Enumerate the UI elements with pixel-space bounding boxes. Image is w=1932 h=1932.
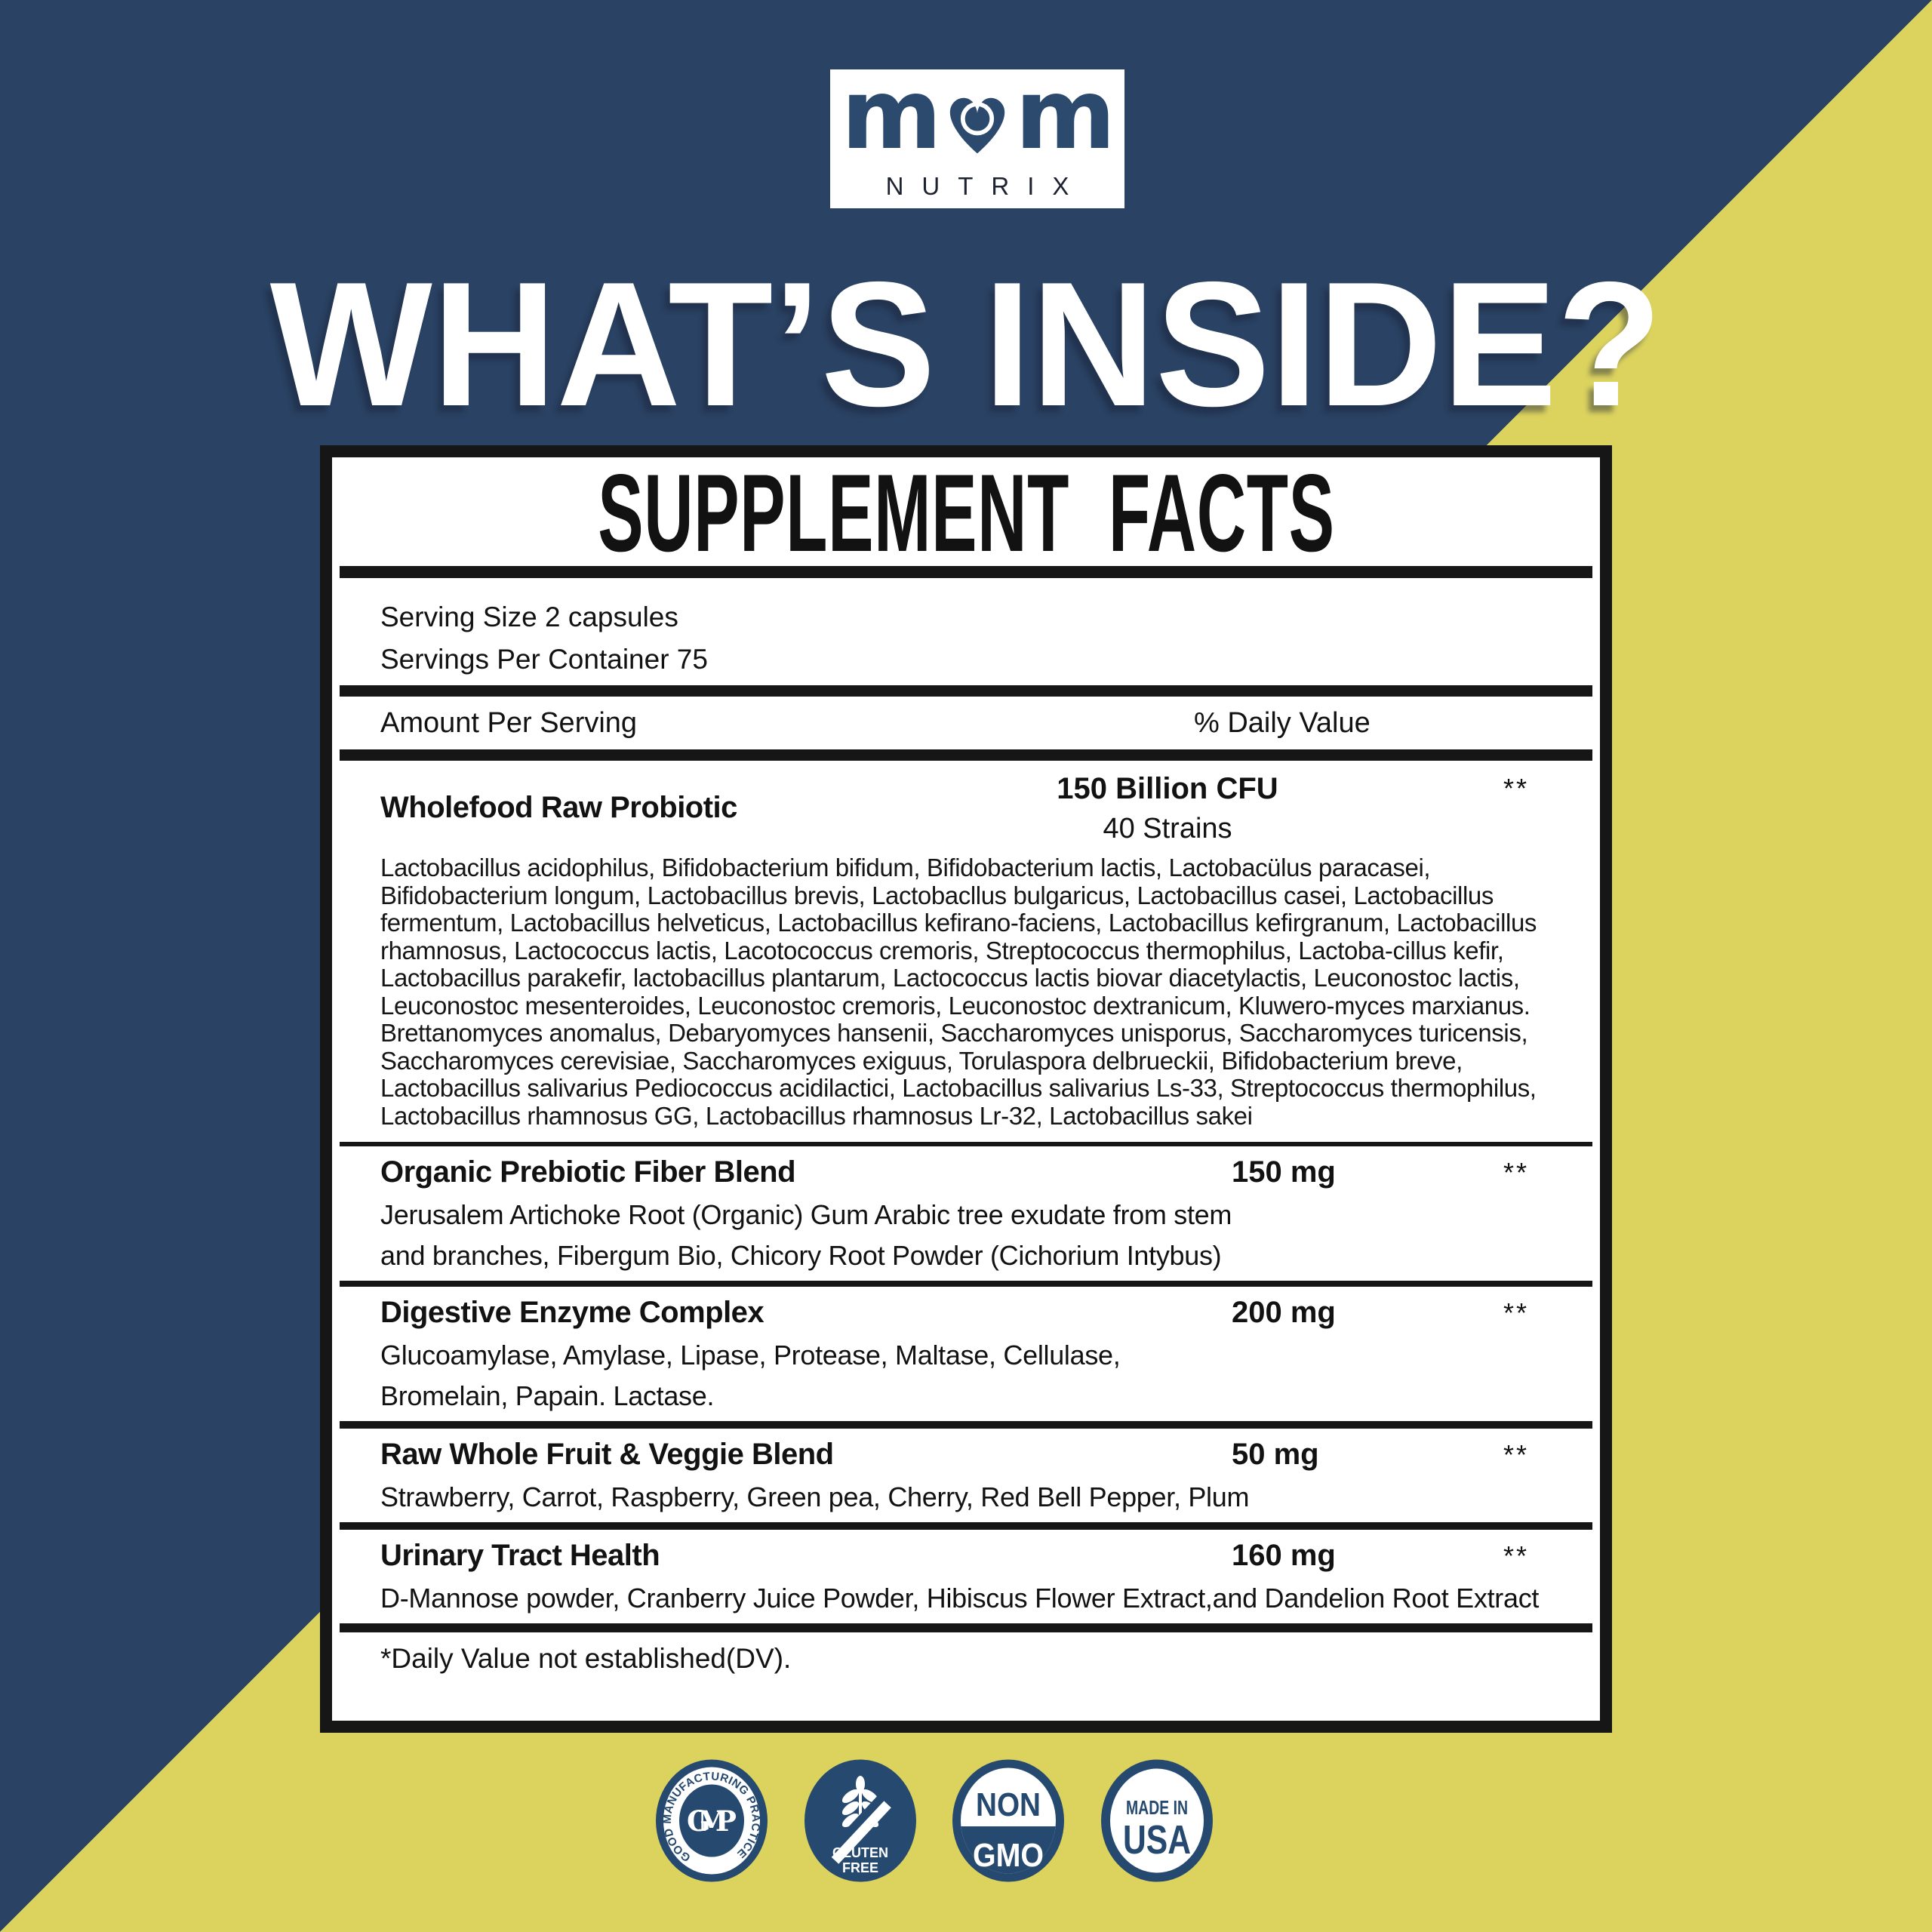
description-line: and branches, Fibergum Bio, Chicory Root… xyxy=(380,1240,1222,1271)
amount-subvalue: 40 Strains xyxy=(1103,813,1232,844)
daily-value: ** xyxy=(1503,773,1530,804)
description-line: Bromelain, Papain. Lactase. xyxy=(380,1380,715,1411)
ingredient-name: Digestive Enzyme Complex xyxy=(380,1296,764,1329)
divider xyxy=(340,1281,1592,1287)
ingredient-name: Wholefood Raw Probiotic xyxy=(380,791,737,824)
logo-letter-m: m xyxy=(841,59,942,171)
ingredient-amount: 150 mg xyxy=(1232,1155,1336,1189)
logo-brand-text: NUTRIX xyxy=(885,172,1088,200)
ingredient-description: Strawberry, Carrot, Raspberry, Green pea… xyxy=(332,1471,1600,1522)
heart-icon xyxy=(949,97,1005,154)
certification-badges: GOOD MANUFACTURING PRACTICE GMP GLUTEN F… xyxy=(655,1757,1214,1884)
divider xyxy=(340,566,1592,578)
ingredient-row-urinary: Urinary Tract Health 160 mg ** xyxy=(332,1530,1600,1572)
daily-value: ** xyxy=(1503,1157,1530,1188)
ingredient-name: Urinary Tract Health xyxy=(380,1539,660,1572)
gmp-center-text: GMP xyxy=(687,1804,737,1838)
description-line: Glucoamylase, Amylase, Lipase, Protease,… xyxy=(380,1340,1121,1371)
description-line: D-Mannose powder, Cranberry Juice Powder… xyxy=(380,1583,1540,1614)
ingredient-row-enzymes: Digestive Enzyme Complex 200 mg ** xyxy=(332,1287,1600,1329)
gmo-text: GMO xyxy=(973,1837,1044,1874)
col-amount-per-serving: Amount Per Serving xyxy=(380,707,638,739)
supplement-facts-panel: SUPPLEMENT FACTS Serving Size 2 capsules… xyxy=(320,445,1612,1733)
ingredient-amount: 160 mg xyxy=(1232,1539,1336,1572)
daily-value: ** xyxy=(1503,1297,1530,1328)
made-in-text: MADE IN xyxy=(1126,1796,1188,1819)
servings-per-container: Servings Per Container 75 xyxy=(380,644,708,675)
daily-value: ** xyxy=(1503,1540,1530,1571)
logo-letter-m: m xyxy=(1015,59,1115,171)
ingredient-name: Raw Whole Fruit & Veggie Blend xyxy=(380,1438,834,1471)
divider xyxy=(340,685,1592,697)
ingredient-amount: 200 mg xyxy=(1232,1296,1336,1329)
ingredient-row-probiotic: Wholefood Raw Probiotic 150 Billion CFU … xyxy=(332,761,1600,845)
usa-text: USA xyxy=(1123,1817,1191,1863)
divider xyxy=(340,1522,1592,1530)
ingredient-row-fruit-veggie: Raw Whole Fruit & Veggie Blend 50 mg ** xyxy=(332,1429,1600,1471)
page-title: WHAT’S INSIDE? xyxy=(269,245,1663,443)
ingredient-description: Glucoamylase, Amylase, Lipase, Protease,… xyxy=(332,1329,1600,1421)
probiotic-strains-list: Lactobacillus acidophilus, Bifidobacteri… xyxy=(380,854,1537,1130)
gmp-badge-icon: GOOD MANUFACTURING PRACTICE GMP xyxy=(656,1759,768,1881)
description-line: Strawberry, Carrot, Raspberry, Green pea… xyxy=(380,1481,1250,1512)
description-line: Jerusalem Artichoke Root (Organic) Gum A… xyxy=(380,1199,1232,1230)
col-daily-value: % Daily Value xyxy=(1194,707,1371,739)
ingredient-description: D-Mannose powder, Cranberry Juice Powder… xyxy=(332,1572,1600,1623)
serving-size: Serving Size 2 capsules xyxy=(380,601,678,632)
divider xyxy=(340,1421,1592,1429)
non-text: NON xyxy=(976,1786,1041,1823)
made-in-usa-badge-icon: MADE IN USA xyxy=(1100,1759,1213,1881)
slash-band xyxy=(831,1800,891,1864)
gluten-text: GLUTEN xyxy=(832,1845,888,1860)
divider xyxy=(340,1623,1592,1632)
ingredient-row-fiber: Organic Prebiotic Fiber Blend 150 mg ** xyxy=(332,1146,1600,1189)
free-text: FREE xyxy=(842,1860,878,1875)
ingredient-name: Organic Prebiotic Fiber Blend xyxy=(380,1155,796,1189)
non-gmo-badge-icon: NON GMO xyxy=(952,1759,1065,1881)
panel-title-text: SUPPLEMENT FACTS xyxy=(597,451,1335,574)
serving-info: Serving Size 2 capsules Servings Per Con… xyxy=(332,578,1600,685)
ingredient-amount: 150 Billion CFU 40 Strains xyxy=(868,771,1467,845)
ingredient-amount: 50 mg xyxy=(1232,1438,1319,1471)
daily-value-footnote: *Daily Value not established(DV). xyxy=(380,1643,792,1674)
divider xyxy=(340,749,1592,761)
daily-value: ** xyxy=(1503,1439,1530,1470)
gluten-free-badge-icon: GLUTEN FREE xyxy=(804,1759,916,1881)
panel-title: SUPPLEMENT FACTS xyxy=(332,451,1600,574)
divider xyxy=(340,1142,1592,1146)
brand-logo: m m NUTRIX xyxy=(830,59,1124,208)
logo-wordmark: m m xyxy=(841,59,1116,172)
amount-value: 150 Billion CFU xyxy=(1057,772,1278,805)
column-header-row: Amount Per Serving % Daily Value xyxy=(332,697,1600,749)
ingredient-description: Jerusalem Artichoke Root (Organic) Gum A… xyxy=(332,1189,1600,1281)
